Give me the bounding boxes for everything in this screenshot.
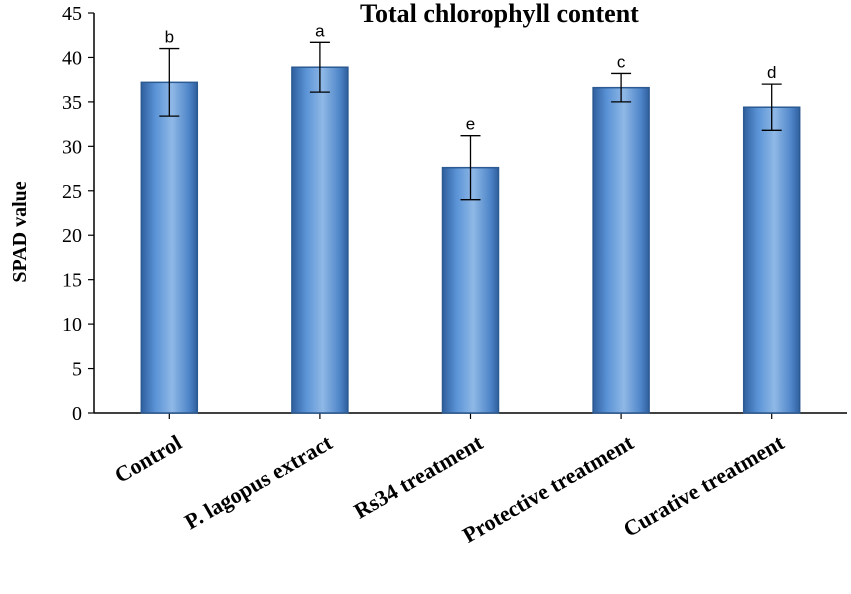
significance-letter: a [315,21,325,40]
y-axis-label: SPAD value [9,181,31,282]
y-tick-label: 25 [62,181,82,203]
category-label: Curative treatment [619,429,789,542]
plot-area: 0 5 10 15 20 25 30 35 40 45 b Control a P. lagopus ex… [62,3,847,548]
bar [441,166,500,414]
category-label: Control [110,430,186,488]
significance-letter: d [767,63,776,82]
category-label: Rs34 treatment [349,429,487,523]
bar [592,86,650,414]
significance-letter: b [165,28,174,47]
y-tick-label: 40 [62,47,82,69]
y-tick-label: 45 [62,3,82,25]
y-tick-label: 15 [62,270,82,292]
category-label: P. lagopus extract [180,429,337,534]
y-tick-label: 35 [62,92,82,114]
bar [291,66,349,414]
y-tick-label: 0 [72,403,82,425]
y-tick-label: 20 [62,225,82,247]
chart-title: Total chlorophyll content [360,0,639,28]
y-tick-label: 5 [72,359,82,381]
bar [742,106,801,414]
bar [140,81,199,414]
category-label: Protective treatment [458,429,638,547]
significance-letter: e [466,115,475,134]
y-tick-label: 30 [62,136,82,158]
y-tick-label: 10 [62,314,82,336]
significance-letter: c [617,52,626,71]
